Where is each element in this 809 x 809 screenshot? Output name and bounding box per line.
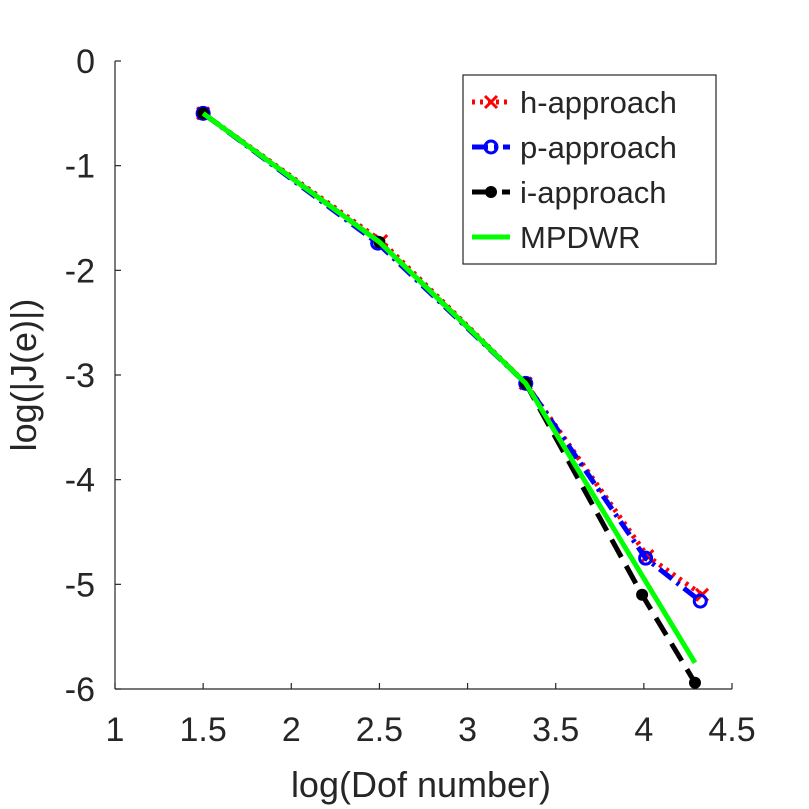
y-tick-label: -5 [65, 566, 95, 604]
y-tick-label: 0 [76, 43, 95, 81]
x-tick-label: 4 [634, 711, 653, 749]
legend-marker [485, 186, 497, 198]
legend: h-approach p-approach i-approach MPDWR [462, 74, 717, 265]
series-MPDWR [201, 111, 698, 665]
x-tick-label: 1 [106, 711, 125, 749]
series-layer [195, 105, 710, 689]
legend-marker [483, 139, 499, 155]
legend-label: h-approach [520, 85, 677, 120]
data-point [692, 593, 708, 609]
legend-label: i-approach [520, 175, 666, 210]
y-tick-label: -3 [65, 357, 95, 395]
data-point [688, 676, 701, 689]
x-tick-label: 3.5 [532, 711, 579, 749]
x-tick-label: 4.5 [708, 711, 755, 749]
x-tick-label: 2.5 [356, 711, 403, 749]
legend-label: MPDWR [520, 220, 641, 255]
data-point [638, 550, 654, 566]
legend-box [462, 74, 717, 265]
y-axis-label: log(|J(e)|) [3, 299, 44, 452]
legend-label: p-approach [520, 130, 677, 165]
y-tick-label: -2 [65, 252, 95, 290]
y-tick-label: -1 [65, 148, 95, 186]
series-line-MPDWR [201, 111, 698, 665]
x-tick-label: 2 [282, 711, 301, 749]
legend-marker [483, 94, 499, 110]
data-point [636, 588, 649, 601]
x-tick-label: 1.5 [180, 711, 227, 749]
series-line-p-approach [201, 111, 702, 604]
y-tick-label: -6 [65, 671, 95, 709]
y-tick-label: -4 [65, 462, 95, 500]
x-axis-label: log(Dof number) [291, 764, 551, 805]
x-tick-label: 3 [458, 711, 477, 749]
ticks: 1 1.5 2 2.5 3 3.5 4 4.5 0 -1 -2 -3 -4 -5 -6 [65, 43, 756, 749]
